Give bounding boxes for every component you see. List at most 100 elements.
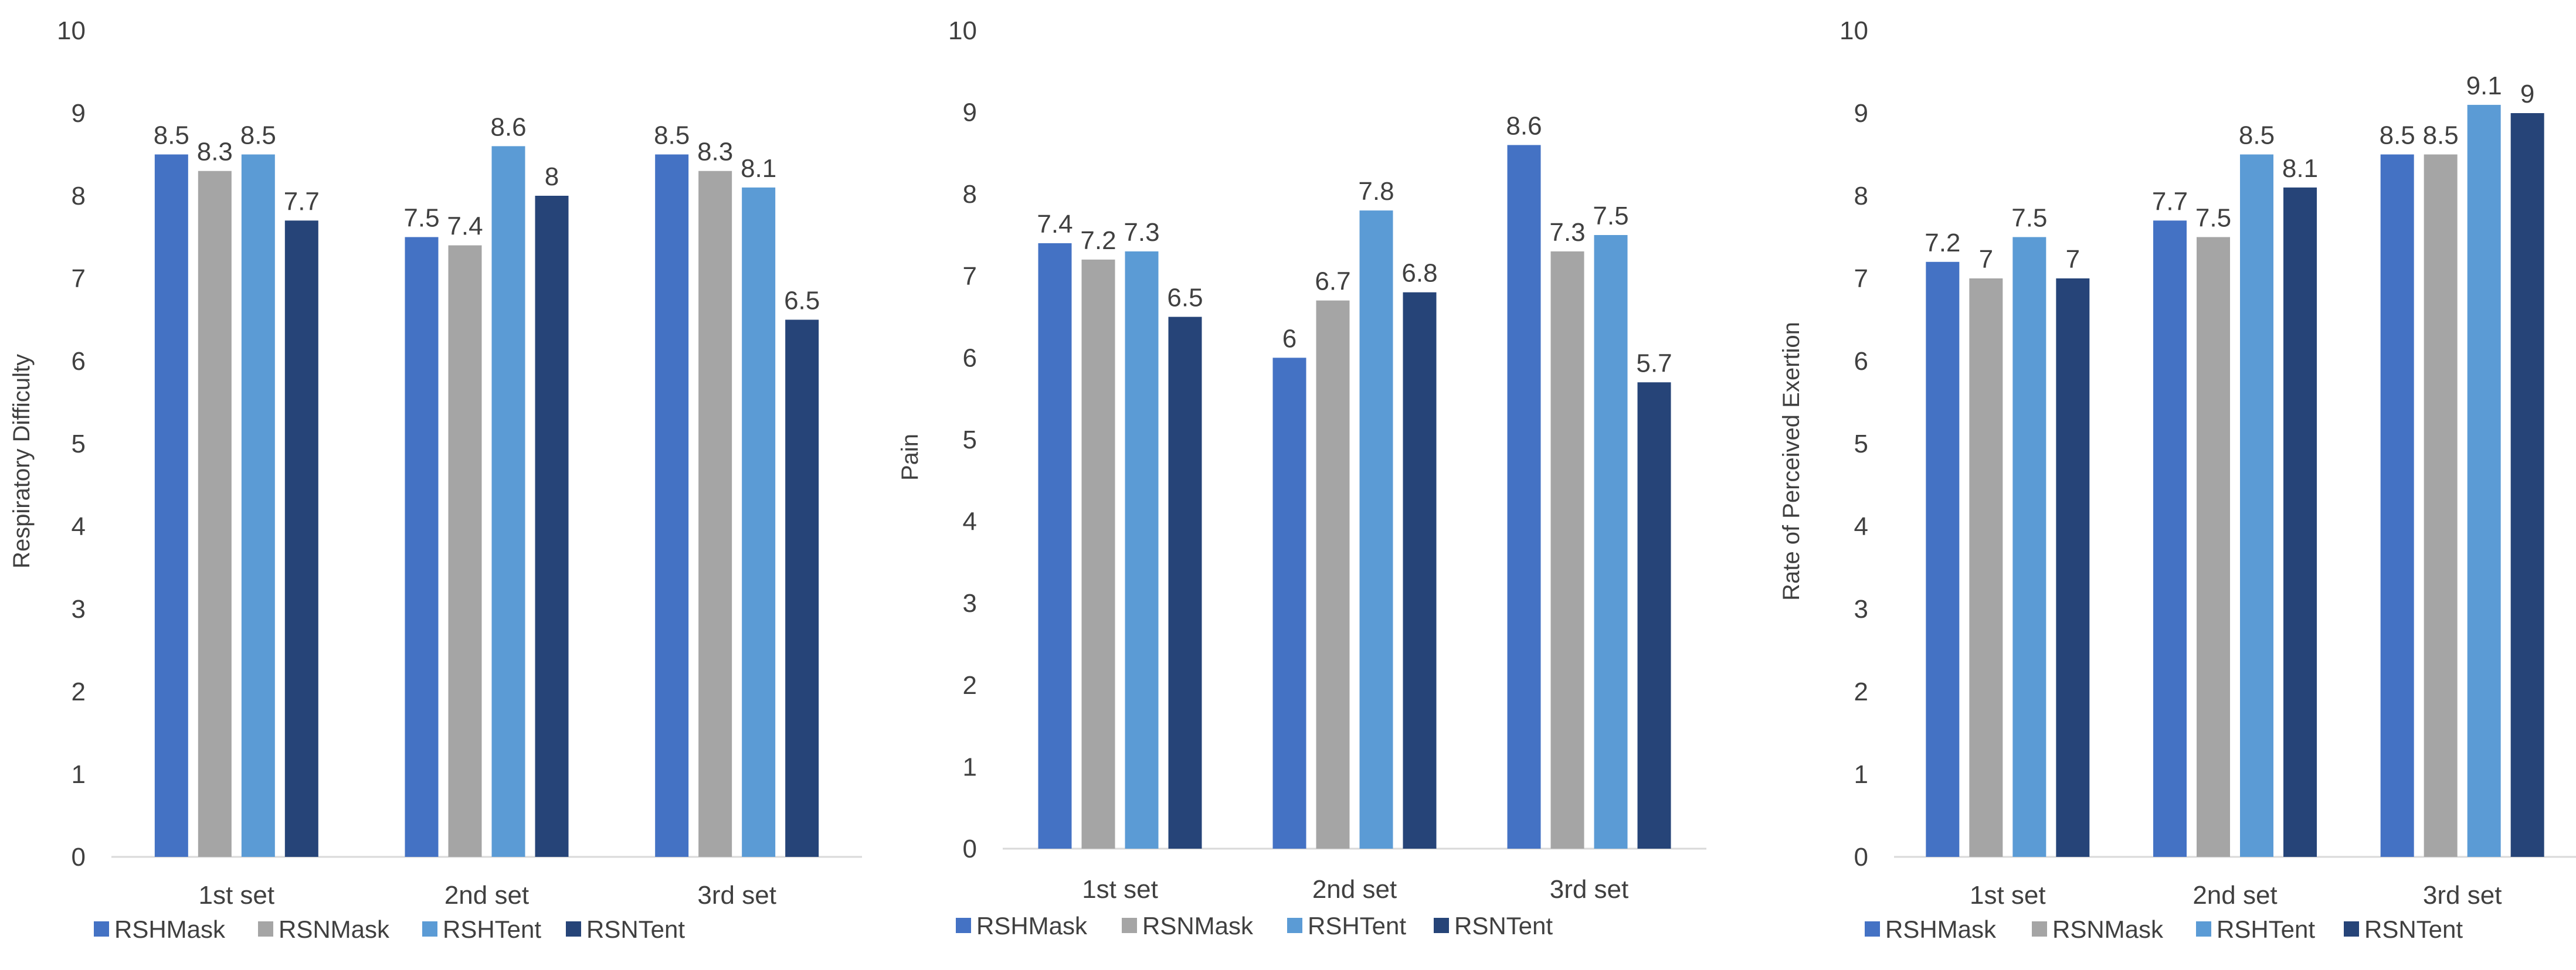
- y-tick-label: 1: [72, 760, 86, 789]
- y-tick-label: 1: [963, 753, 977, 781]
- y-tick-label: 2: [963, 671, 977, 700]
- y-tick-label: 2: [72, 678, 86, 706]
- legend: RSHMask RSNMask RSHTent RSNTent: [94, 915, 685, 943]
- bar-rshmask-2: [1272, 358, 1306, 849]
- bar-rsnmask-2: [1316, 300, 1350, 849]
- data-label: 7: [1979, 245, 1993, 274]
- bar-rshmask-3: [655, 154, 689, 857]
- bar-rshtent-3: [742, 187, 776, 857]
- y-tick-label: 4: [72, 512, 86, 541]
- bar-rshtent-1: [2012, 237, 2046, 857]
- y-tick-label: 0: [963, 835, 977, 863]
- bar-rsnmask-1: [1969, 278, 2003, 857]
- bar-rshmask-1: [1038, 243, 1072, 849]
- x-category-label: 2nd set: [1312, 875, 1397, 904]
- bar-rshtent-3: [2467, 104, 2501, 857]
- data-label: 7: [2066, 245, 2080, 274]
- y-tick-label: 2: [1854, 678, 1868, 706]
- bar-rshtent-1: [1125, 251, 1159, 849]
- y-tick-label: 0: [1854, 843, 1868, 872]
- data-label: 7.2: [1925, 229, 1960, 257]
- legend-swatch-rsntent: [2344, 921, 2359, 937]
- bar-rsntent-1: [1168, 316, 1202, 849]
- y-tick-label: 7: [1854, 264, 1868, 293]
- bar-rshmask-1: [154, 154, 188, 857]
- y-tick-label: 5: [72, 430, 86, 458]
- x-category-label: 1st set: [199, 881, 275, 910]
- y-tick-label: 3: [72, 595, 86, 624]
- data-label: 7.5: [2011, 204, 2047, 233]
- bar-rsnmask-2: [448, 245, 482, 857]
- y-tick-label: 3: [963, 589, 977, 618]
- y-tick-label: 1: [1854, 760, 1868, 789]
- bar-rshtent-2: [1359, 210, 1393, 849]
- y-tick-label: 10: [57, 16, 86, 45]
- legend-label-rshmask: RSHMask: [976, 912, 1088, 940]
- data-label: 8.1: [741, 154, 776, 183]
- legend-swatch-rshmask: [956, 918, 971, 933]
- y-axis-title: Rate of Perceived Exertion: [1779, 322, 1804, 601]
- data-label: 8: [545, 162, 559, 191]
- data-label: 6.7: [1315, 267, 1350, 296]
- data-label: 6.5: [784, 287, 820, 315]
- y-tick-label: 5: [1854, 430, 1868, 458]
- bar-rsnmask-3: [698, 171, 732, 857]
- x-category-label: 3rd set: [2423, 881, 2502, 910]
- x-category-label: 3rd set: [697, 881, 776, 910]
- bar-rshmask-2: [405, 237, 439, 857]
- data-label: 8.5: [154, 121, 189, 150]
- y-tick-label: 7: [963, 262, 977, 291]
- data-label: 7.4: [1037, 210, 1073, 239]
- legend-swatch-rshtent: [422, 921, 437, 937]
- bar-rsnmask-3: [2424, 154, 2458, 857]
- bar-rsntent-2: [2283, 187, 2317, 857]
- bar-rshmask-2: [2153, 220, 2187, 857]
- data-label: 8.3: [697, 138, 733, 166]
- data-label: 7.7: [2152, 187, 2188, 216]
- bar-rsntent-2: [535, 196, 569, 857]
- legend-label-rshtent: RSHTent: [1308, 912, 1406, 940]
- legend-label-rshmask: RSHMask: [114, 915, 226, 943]
- bar-rsntent-3: [1637, 382, 1671, 849]
- y-axis-title: Pain: [897, 434, 923, 481]
- bar-rshtent-2: [491, 146, 525, 857]
- legend-swatch-rsntent: [1434, 918, 1449, 933]
- legend-swatch-rsntent: [566, 921, 581, 937]
- bar-rsnmask-2: [2197, 237, 2230, 857]
- data-label: 8.5: [2239, 121, 2275, 150]
- y-tick-label: 6: [72, 347, 86, 376]
- data-label: 9: [2520, 80, 2534, 108]
- data-label: 7.5: [2195, 204, 2231, 233]
- legend-label-rsntent: RSNTent: [586, 915, 685, 943]
- bar-rshmask-1: [1926, 261, 1960, 857]
- x-category-label: 2nd set: [444, 881, 529, 910]
- data-label: 7.2: [1080, 226, 1116, 255]
- y-tick-label: 3: [1854, 595, 1868, 624]
- y-tick-label: 6: [1854, 347, 1868, 376]
- y-tick-label: 0: [72, 843, 86, 872]
- bar-rsntent-3: [785, 319, 819, 857]
- bar-rsntent-3: [2510, 113, 2544, 857]
- x-category-label: 1st set: [1082, 875, 1158, 904]
- data-label: 8.1: [2282, 154, 2318, 183]
- data-label: 8.3: [197, 138, 233, 166]
- y-tick-label: 10: [1839, 16, 1868, 45]
- legend: RSHMask RSNMask RSHTent RSNTent: [1865, 915, 2463, 943]
- y-axis-title: Respiratory Difficulty: [9, 354, 35, 569]
- x-category-label: 1st set: [1970, 881, 2046, 910]
- bar-rshmask-3: [2380, 154, 2414, 857]
- legend-swatch-rsnmask: [2032, 921, 2047, 937]
- data-label: 7.3: [1124, 218, 1159, 247]
- data-label: 7.7: [284, 187, 320, 216]
- legend-label-rsntent: RSNTent: [2364, 915, 2463, 943]
- y-tick-label: 4: [1854, 512, 1868, 541]
- y-tick-label: 9: [963, 98, 977, 127]
- bar-rsnmask-1: [1081, 259, 1115, 849]
- legend-label-rsnmask: RSNMask: [1142, 912, 1254, 940]
- y-tick-label: 8: [72, 182, 86, 210]
- data-label: 8.5: [2380, 121, 2415, 150]
- data-label: 8.5: [654, 121, 690, 150]
- legend-label-rsnmask: RSNMask: [2052, 915, 2164, 943]
- y-tick-label: 9: [1854, 99, 1868, 128]
